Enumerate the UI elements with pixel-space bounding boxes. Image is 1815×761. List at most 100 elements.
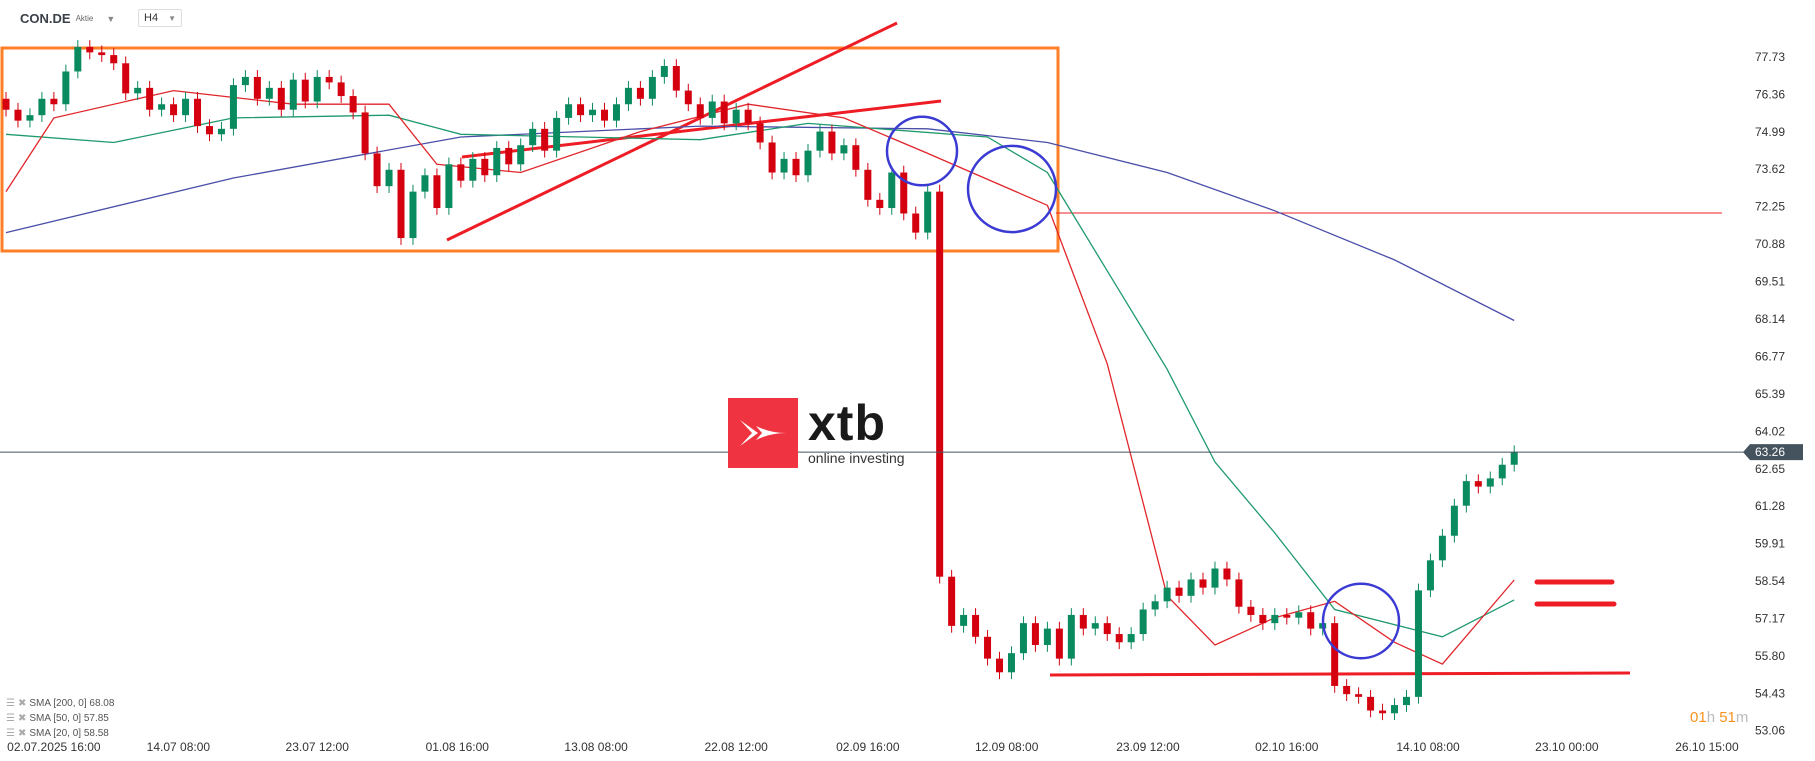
close-icon[interactable]: ✖ [17,728,27,739]
y-tick-label: 73.62 [1755,162,1785,176]
logo-brand: xtb [808,395,886,451]
candle-body [337,82,345,97]
candle-body [996,658,1004,673]
candle-body [780,158,788,173]
candle-body [1139,609,1147,635]
x-tick-label: 13.08 08:00 [564,740,628,754]
candle-body [194,98,202,127]
candle-body [1391,705,1399,714]
chevron-down-icon: ▼ [168,13,176,23]
settings-icon[interactable]: ☰ [6,698,15,709]
timer-h-unit: h [1706,709,1716,726]
candle-body [217,128,225,135]
support-line [1049,671,1631,677]
candle-body [972,614,980,637]
candle-body [828,131,836,154]
candle-body [636,87,644,99]
candle-body [122,63,130,94]
candle-body [1199,579,1207,588]
y-tick-label: 74.99 [1755,125,1785,139]
indicator-sma50[interactable]: ☰ ✖ SMA [50, 0] 57.85 [6,711,114,726]
candle-body [1067,614,1075,659]
candle-body [1402,696,1410,706]
candle-body [720,101,728,124]
candle-body [529,128,537,146]
last-price-badge [1743,444,1803,461]
candle-body [421,175,429,192]
candle-body [1223,568,1231,580]
candle-body [1007,653,1015,673]
x-tick-label: 14.07 08:00 [147,740,211,754]
candle-body [2,98,10,110]
chevron-down-icon[interactable]: ▼ [106,13,116,24]
candle-body [1115,634,1123,643]
symbol-header[interactable]: CON.DE Aktie ▼ [20,11,115,26]
candle-body [86,46,94,53]
candle-body [241,76,249,86]
candle-body [553,117,561,151]
settings-icon[interactable]: ☰ [6,713,15,724]
candle-body [385,169,393,187]
settings-icon[interactable]: ☰ [6,728,15,739]
candle-body [313,76,321,102]
candle-body [433,175,441,209]
y-tick-label: 70.88 [1755,237,1785,251]
candle-body [481,158,489,176]
candle-body [565,104,573,118]
candle-body [1151,601,1159,610]
candle-body [1498,464,1506,479]
sma50-line [5,114,1515,638]
x-tick-label: 02.10 16:00 [1255,740,1319,754]
candle-body [1438,535,1446,561]
symbol-name: CON.DE [20,11,71,26]
y-tick-label: 55.80 [1755,649,1785,663]
candle-body [301,79,309,102]
candle-body [205,126,213,135]
highlight-circle [1321,582,1401,660]
candle-body [229,85,237,129]
xtb-logo-mark [728,398,798,468]
y-tick-label: 57.17 [1755,611,1785,625]
candle-body [1450,505,1458,536]
indicator-label: SMA [200, 0] 68.08 [29,698,115,709]
candle-body [1031,623,1039,645]
candle-body [912,213,920,233]
candle-body [816,131,824,151]
candle-body [660,66,668,77]
y-tick-label: 77.73 [1755,50,1785,64]
range-box-drawing [0,46,1060,253]
timer-hours: 01 [1690,709,1707,726]
candle-body [924,191,932,233]
close-icon[interactable]: ✖ [17,698,27,709]
indicator-legend: ☰ ✖ SMA [200, 0] 68.08 ☰ ✖ SMA [50, 0] 57.85… [6,696,114,741]
x-tick-label: 12.09 08:00 [975,740,1039,754]
candle-body [1510,452,1518,465]
candle-body [409,191,417,239]
candle-body [445,164,453,209]
candle-body [134,87,142,94]
candle-body [170,104,178,116]
candle-body [1474,481,1482,487]
candle-body [960,614,968,626]
candle-body [1079,614,1087,629]
sma20-line [5,89,1515,665]
indicator-sma20[interactable]: ☰ ✖ SMA [20, 0] 58.58 [6,726,114,741]
candle-body [1307,612,1315,629]
y-tick-label: 68.14 [1755,312,1785,326]
candle-body [1247,606,1255,615]
candle-body [493,147,501,176]
candle-body [325,76,333,83]
candle-body [744,109,752,124]
close-icon[interactable]: ✖ [17,713,27,724]
candle-body [1331,623,1339,686]
y-tick-label: 76.36 [1755,87,1785,101]
candle-body [1187,579,1195,596]
candle-body [98,52,106,56]
indicator-sma200[interactable]: ☰ ✖ SMA [200, 0] 68.08 [6,696,114,711]
candle-body [984,636,992,659]
candle-countdown: 01h 51m [1690,709,1748,726]
candle-body [648,76,656,99]
candle-body [397,169,405,239]
timeframe-select[interactable]: H4 ▼ [138,9,182,27]
